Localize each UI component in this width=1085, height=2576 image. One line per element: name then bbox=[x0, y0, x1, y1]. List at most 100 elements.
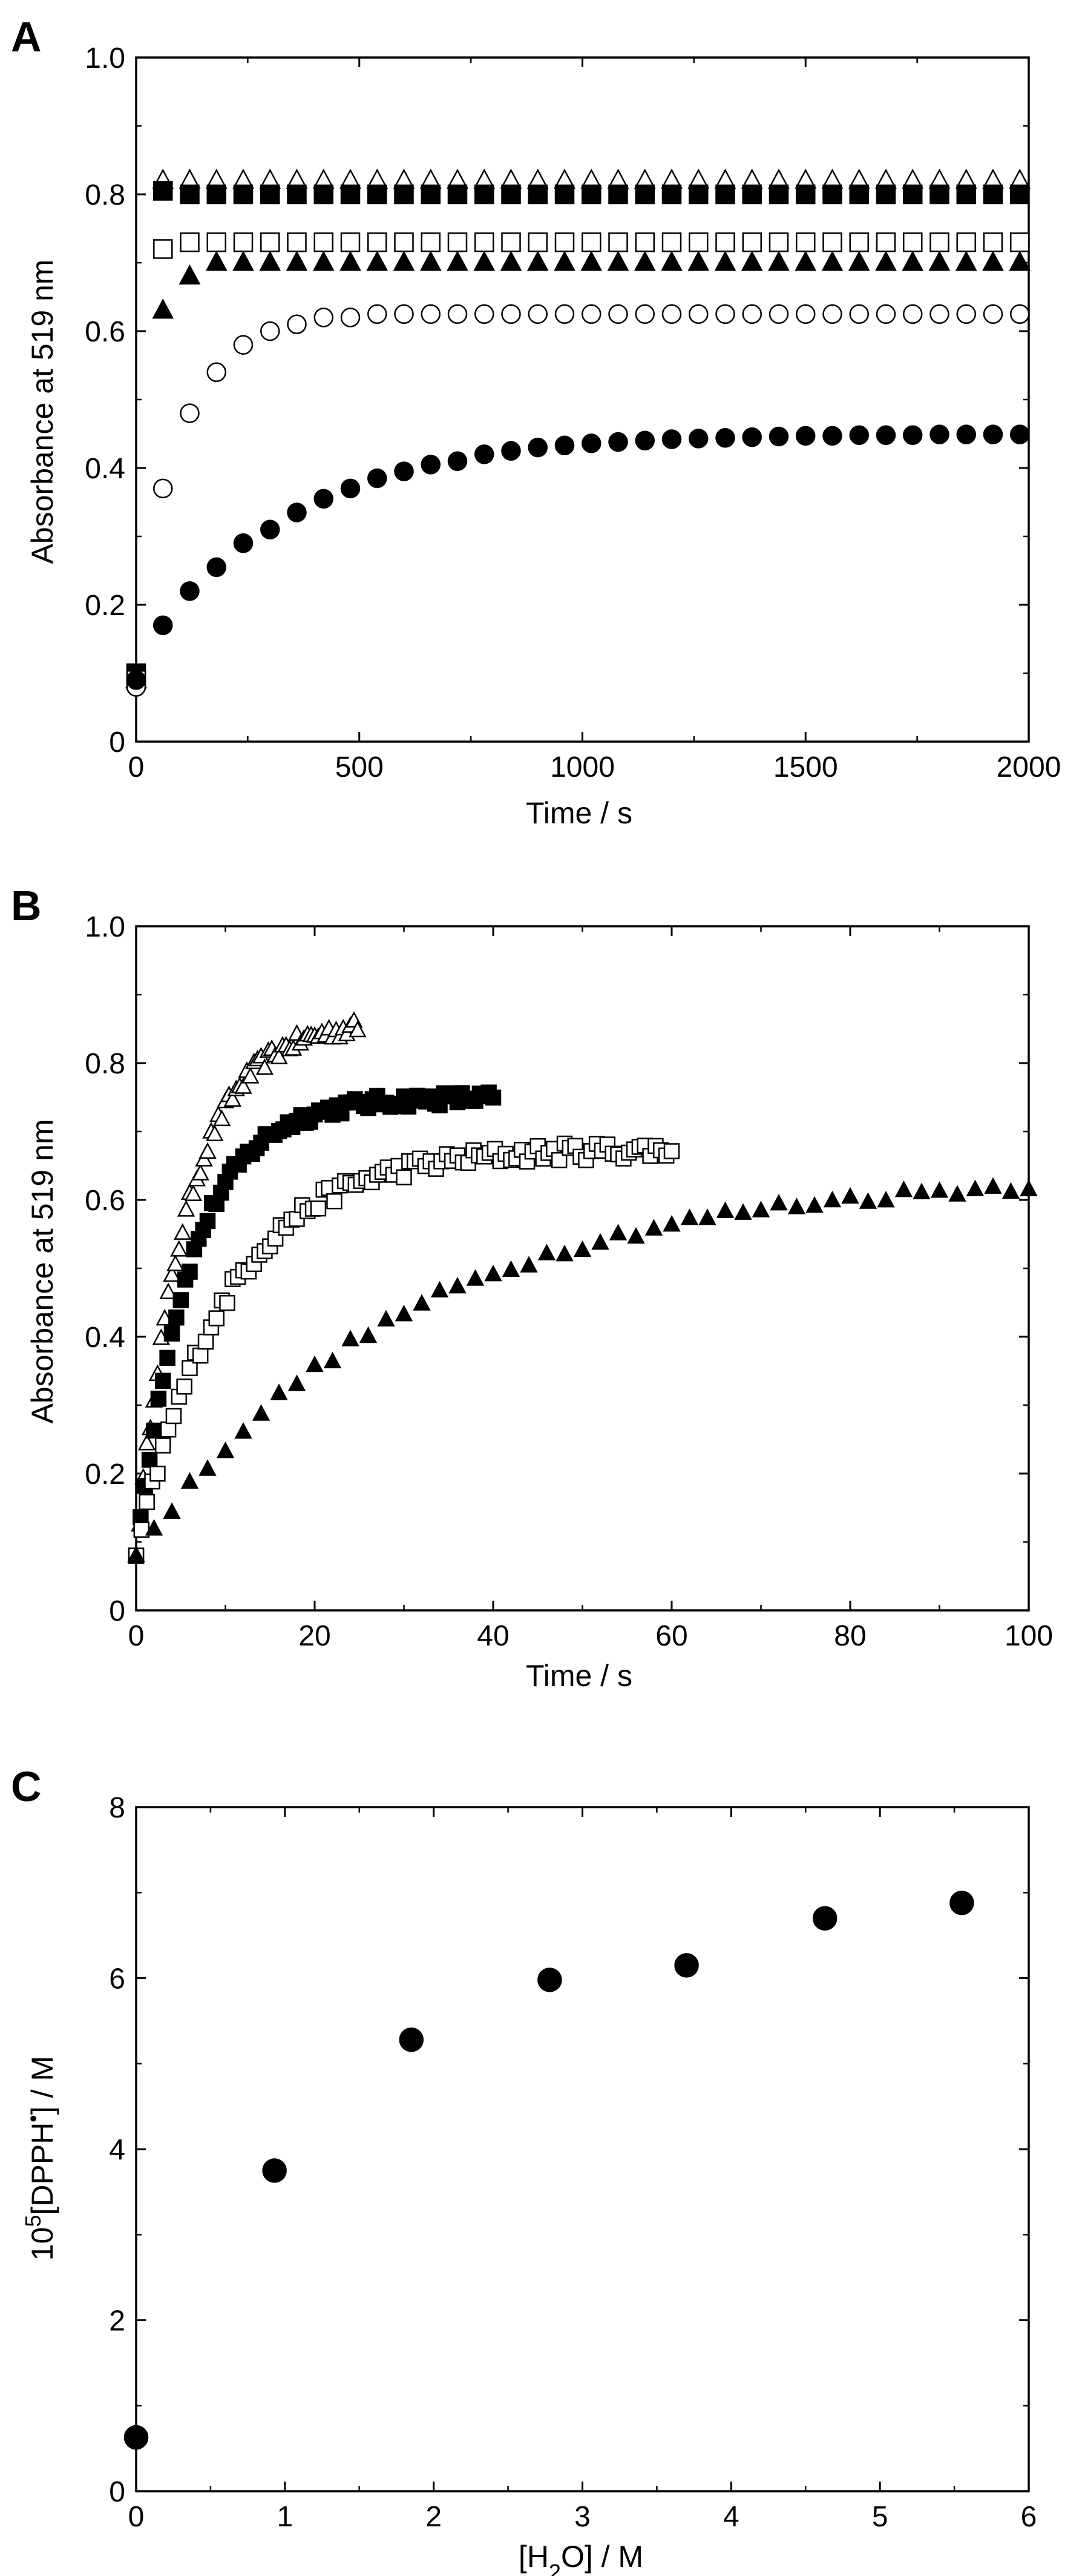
series-open-square bbox=[128, 1135, 680, 1564]
data-point bbox=[903, 425, 923, 446]
data-point bbox=[312, 251, 335, 271]
data-point bbox=[698, 1208, 716, 1225]
data-point bbox=[903, 232, 923, 252]
data-point bbox=[768, 251, 790, 271]
data-point bbox=[875, 251, 897, 271]
data-point bbox=[180, 232, 200, 252]
data-point bbox=[715, 428, 735, 448]
data-point bbox=[394, 184, 414, 205]
data-point bbox=[447, 184, 468, 205]
data-point bbox=[447, 304, 468, 324]
data-point bbox=[528, 184, 548, 205]
plot-area-b: 0 20 40 60 80 100 0 0.2 0.4 0.6 0.8 1.0 bbox=[85, 911, 1053, 1652]
y-tick-label: 4 bbox=[109, 2134, 125, 2166]
data-point bbox=[741, 251, 763, 271]
data-point bbox=[485, 1089, 502, 1106]
data-point bbox=[930, 1181, 949, 1198]
data-point bbox=[715, 232, 735, 252]
x-tick-label: 2 bbox=[425, 2501, 442, 2533]
data-point bbox=[608, 432, 628, 452]
series-filled-circle bbox=[126, 424, 1030, 690]
data-point bbox=[366, 251, 388, 271]
data-point bbox=[233, 232, 254, 252]
data-point bbox=[155, 1437, 171, 1454]
data-point bbox=[734, 1203, 752, 1220]
data-point bbox=[859, 1192, 877, 1209]
data-point bbox=[430, 1280, 449, 1298]
series-open-square bbox=[126, 232, 1030, 690]
data-point bbox=[822, 426, 842, 446]
data-point bbox=[956, 184, 976, 205]
data-point bbox=[742, 232, 762, 252]
y-tick-label: 1.0 bbox=[85, 42, 125, 74]
data-point bbox=[163, 1502, 181, 1519]
data-point bbox=[984, 1177, 1002, 1194]
series-DPPH bbox=[123, 1890, 974, 2450]
data-point bbox=[184, 1184, 203, 1201]
data-point bbox=[689, 232, 709, 252]
panel-letter-a: A bbox=[11, 13, 42, 61]
data-point bbox=[582, 232, 602, 252]
data-point bbox=[395, 1305, 413, 1322]
data-point bbox=[206, 557, 226, 578]
data-point bbox=[634, 251, 656, 271]
y-tick-label: 0.8 bbox=[85, 1048, 125, 1080]
x-tick-label: 100 bbox=[1005, 1620, 1053, 1652]
data-point bbox=[1009, 251, 1031, 271]
x-tick-label: 60 bbox=[655, 1620, 687, 1652]
data-point bbox=[1001, 1182, 1020, 1199]
data-point bbox=[260, 519, 280, 539]
data-point bbox=[367, 184, 387, 205]
data-point bbox=[206, 232, 226, 252]
data-point bbox=[841, 1187, 859, 1204]
data-point bbox=[419, 251, 442, 271]
data-point bbox=[421, 184, 441, 205]
data-point bbox=[913, 1182, 931, 1200]
data-point bbox=[126, 670, 146, 690]
data-point bbox=[163, 1265, 181, 1282]
data-point bbox=[929, 232, 949, 252]
data-point bbox=[608, 232, 628, 252]
data-point bbox=[795, 251, 817, 271]
data-point bbox=[212, 1109, 231, 1127]
data-point bbox=[528, 437, 548, 458]
data-point bbox=[956, 304, 976, 324]
data-point bbox=[174, 1223, 192, 1240]
plot-area-a: 0 500 1000 1500 2000 0 0.2 0.4 0.6 0.8 1.0 bbox=[85, 42, 1061, 783]
data-point bbox=[500, 251, 522, 271]
data-point bbox=[180, 184, 200, 205]
x-tick-label: 40 bbox=[477, 1620, 509, 1652]
x-axis-title-b: Time / s bbox=[526, 1659, 632, 1693]
data-point bbox=[262, 2158, 287, 2183]
data-point bbox=[233, 533, 254, 553]
y-tick-label: 1.0 bbox=[85, 911, 125, 943]
data-point bbox=[150, 1391, 167, 1407]
x-tick-label: 80 bbox=[834, 1620, 866, 1652]
data-point bbox=[554, 232, 575, 252]
data-point bbox=[1010, 304, 1030, 324]
data-point bbox=[689, 184, 709, 205]
data-point bbox=[127, 1546, 145, 1563]
data-point bbox=[359, 1326, 378, 1343]
data-point bbox=[822, 232, 842, 252]
data-point bbox=[287, 184, 307, 205]
x-tick-label: 4 bbox=[723, 2501, 739, 2533]
data-point bbox=[141, 1451, 158, 1468]
data-point bbox=[394, 232, 414, 252]
data-point bbox=[554, 251, 575, 271]
x-tick-label: 6 bbox=[1021, 2501, 1037, 2533]
data-point bbox=[197, 1333, 214, 1350]
data-point bbox=[153, 239, 173, 259]
data-point bbox=[260, 232, 280, 252]
data-point bbox=[219, 1295, 235, 1311]
data-point bbox=[674, 1953, 699, 1978]
data-point bbox=[252, 1404, 270, 1421]
x-tick-label: 0 bbox=[128, 751, 145, 783]
data-point bbox=[876, 184, 896, 205]
y-axis-title-c: 105[DPPH•] / M bbox=[21, 2056, 60, 2261]
data-point bbox=[145, 1519, 163, 1536]
data-point bbox=[168, 1309, 185, 1326]
data-point bbox=[1010, 232, 1030, 252]
data-point bbox=[326, 1193, 343, 1210]
data-point bbox=[287, 232, 307, 252]
